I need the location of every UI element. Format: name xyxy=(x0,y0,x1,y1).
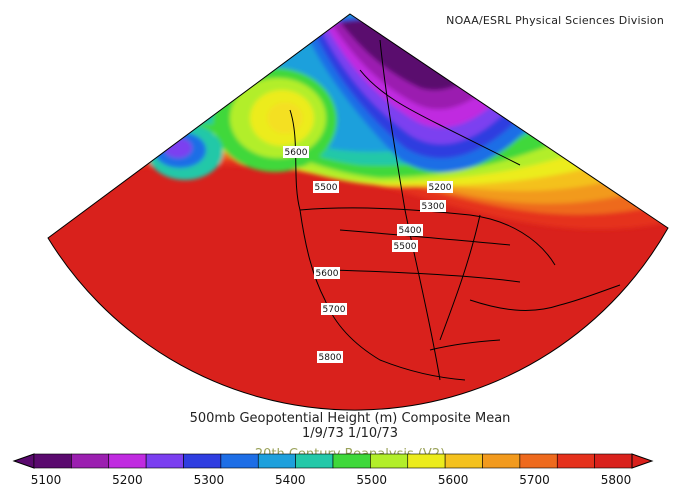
contour-label: 5800 xyxy=(319,353,342,363)
colorbar-segment xyxy=(482,453,521,469)
colorbar-segment xyxy=(332,453,371,469)
contour-label-box xyxy=(420,200,446,212)
colorbar-tick-label: 5300 xyxy=(193,473,225,487)
map-title: 500mb Geopotential Height (m) Composite … xyxy=(189,411,511,426)
contour-label: 5600 xyxy=(316,269,339,279)
contour-label-box xyxy=(397,224,423,236)
date-range: 1/9/73 1/10/73 xyxy=(301,426,399,441)
colorbar-tick-label: 5700 xyxy=(519,473,550,487)
contour-label: 5200 xyxy=(429,183,452,193)
colorbar-segment xyxy=(257,453,296,469)
contour-labels: 5600 5500 5200 5300 5400 5500 5600 5700 5800 xyxy=(283,146,453,363)
contour-label-box xyxy=(313,181,339,193)
colorbar-tick-label: 5800 xyxy=(600,473,632,487)
colorbar-segment xyxy=(519,453,558,469)
colorbar-tick-label: 5400 xyxy=(275,473,306,487)
colorbar-segment xyxy=(183,453,222,469)
colorbar-segment xyxy=(71,453,110,469)
contour-label: 5700 xyxy=(323,305,346,315)
contour-label: 5600 xyxy=(285,148,308,158)
filled-contours xyxy=(48,14,668,411)
contour-label: 5400 xyxy=(399,226,422,236)
contour-label: 5500 xyxy=(394,242,417,252)
colorbar-segment xyxy=(108,453,147,469)
colorbar-segment xyxy=(444,453,483,469)
colorbar-segment xyxy=(33,453,72,469)
colorbar-tick-label: 5200 xyxy=(112,473,143,487)
colorbar xyxy=(12,453,654,469)
contour-label-box xyxy=(283,146,309,158)
contour-label: 5500 xyxy=(315,183,338,193)
contour-label-box xyxy=(314,267,340,279)
contour-label-box xyxy=(321,303,347,315)
colorbar-segment xyxy=(295,453,334,469)
contour-label-box xyxy=(427,181,453,193)
colorbar-segment xyxy=(145,453,184,469)
colorbar-segment xyxy=(407,453,446,469)
colorbar-tick-label: 5100 xyxy=(30,473,62,487)
colorbar-segment xyxy=(220,453,259,469)
colorbar-segment xyxy=(370,453,409,469)
colorbar-left-arrow xyxy=(12,453,35,469)
colorbar-right-arrow xyxy=(631,453,654,469)
colorbar-tick-label: 5600 xyxy=(437,473,469,487)
contour-label-box xyxy=(317,351,343,363)
contour-label-box xyxy=(392,240,418,252)
colorbar-segment xyxy=(556,453,595,469)
colorbar-tick-label: 5500 xyxy=(356,473,387,487)
credit-text: NOAA/ESRL Physical Sciences Division xyxy=(446,14,664,27)
contour-label: 5300 xyxy=(422,202,445,212)
coastlines xyxy=(289,39,621,381)
colorbar-segment xyxy=(594,453,633,469)
